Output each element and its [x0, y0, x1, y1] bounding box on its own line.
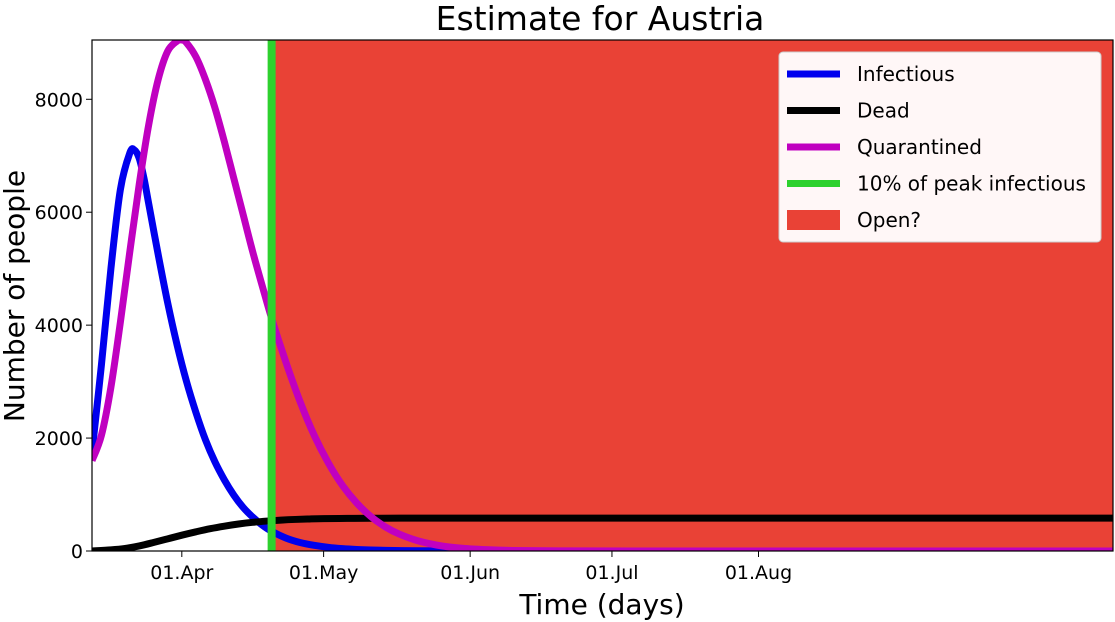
legend-label-10-of-peak-infectious: 10% of peak infectious [857, 172, 1086, 196]
legend-swatch-open [787, 210, 840, 230]
x-tick-label: 01.Jul [585, 562, 638, 584]
y-tick-label: 4000 [35, 315, 83, 337]
y-tick-label: 0 [71, 541, 83, 563]
plot-frame [91, 39, 1114, 552]
legend-label-quarantined: Quarantined [857, 135, 982, 159]
x-tick-label: 01.Aug [725, 562, 792, 584]
legend-box [778, 51, 1102, 243]
y-tick-label: 6000 [35, 202, 83, 224]
x-axis: 01.Apr 01.May 01.Jun 01.Jul 01.Aug [150, 551, 792, 584]
x-tick-label: 01.May [289, 562, 359, 584]
y-axis: 0 2000 4000 6000 8000 [35, 89, 92, 563]
legend-label-dead: Dead [857, 99, 910, 123]
legend-label-infectious: Infectious [857, 62, 955, 86]
y-axis-label: Number of people [0, 170, 31, 422]
legend: Infectious Dead Quarantined 10% of peak inf… [778, 51, 1102, 243]
y-tick-label: 8000 [35, 89, 83, 111]
x-tick-label: 01.Apr [150, 562, 213, 584]
y-tick-label: 2000 [35, 428, 83, 450]
x-axis-label: Time (days) [518, 588, 684, 621]
chart-title: Estimate for Austria [436, 0, 765, 38]
legend-label-open: Open? [857, 208, 921, 232]
x-tick-label: 01.Jun [440, 562, 500, 584]
